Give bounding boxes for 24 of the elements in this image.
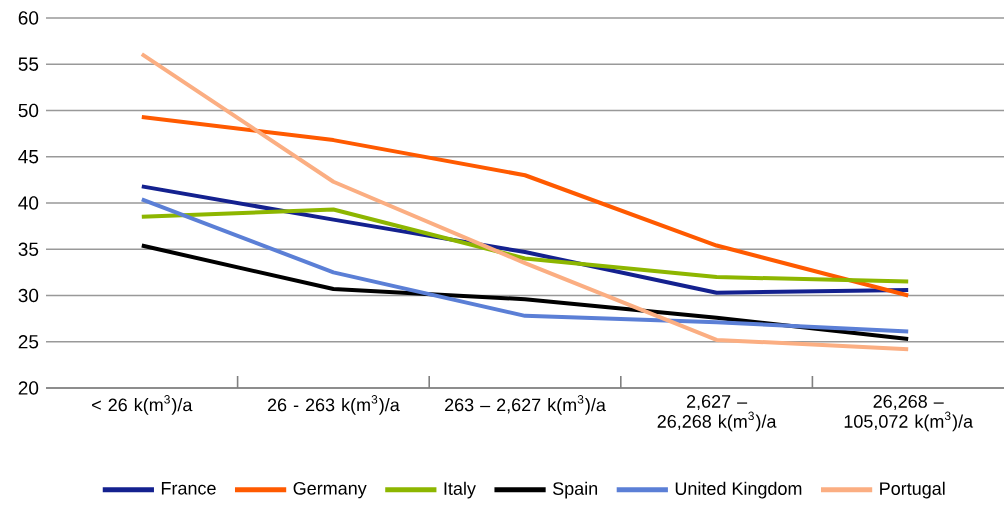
line-series [139, 197, 911, 334]
line-series [139, 207, 911, 284]
x-tick-label: < 26 k(m$^{3}$)/a [92, 395, 193, 415]
y-tick-label: 45 [18, 150, 39, 164]
x-tick-label: 263 – 2,627 k(m$^{3}$)/a [445, 395, 606, 415]
legend-label: France [161, 482, 216, 495]
legend-label: Germany [293, 481, 367, 499]
x-tick-label: 2,627 – 26,268 k(m$^{3}$)/a [657, 395, 777, 432]
y-tick-label: 50 [18, 103, 39, 118]
y-tick-label: 20 [18, 381, 39, 395]
y-tick-label: 35 [18, 242, 39, 256]
y-tick-label: 60 [18, 11, 39, 25]
line-series [139, 52, 911, 352]
legend-label: Italy [444, 481, 476, 499]
x-tick-label: 26,268 – 105,072 k(m$^{3}$)/a [844, 395, 974, 432]
y-tick-label: 40 [18, 196, 39, 210]
x-tick-label: 26 - 263 k(m$^{3}$)/a [267, 395, 400, 415]
y-tick-label: 30 [18, 288, 39, 303]
y-tick-label: 25 [18, 335, 39, 349]
legend-label: United Kingdom [675, 481, 802, 499]
y-tick-label: 55 [18, 57, 39, 71]
legend-label: Spain [552, 481, 598, 499]
legend-label: Portugal [880, 481, 945, 499]
line-series [139, 114, 911, 298]
